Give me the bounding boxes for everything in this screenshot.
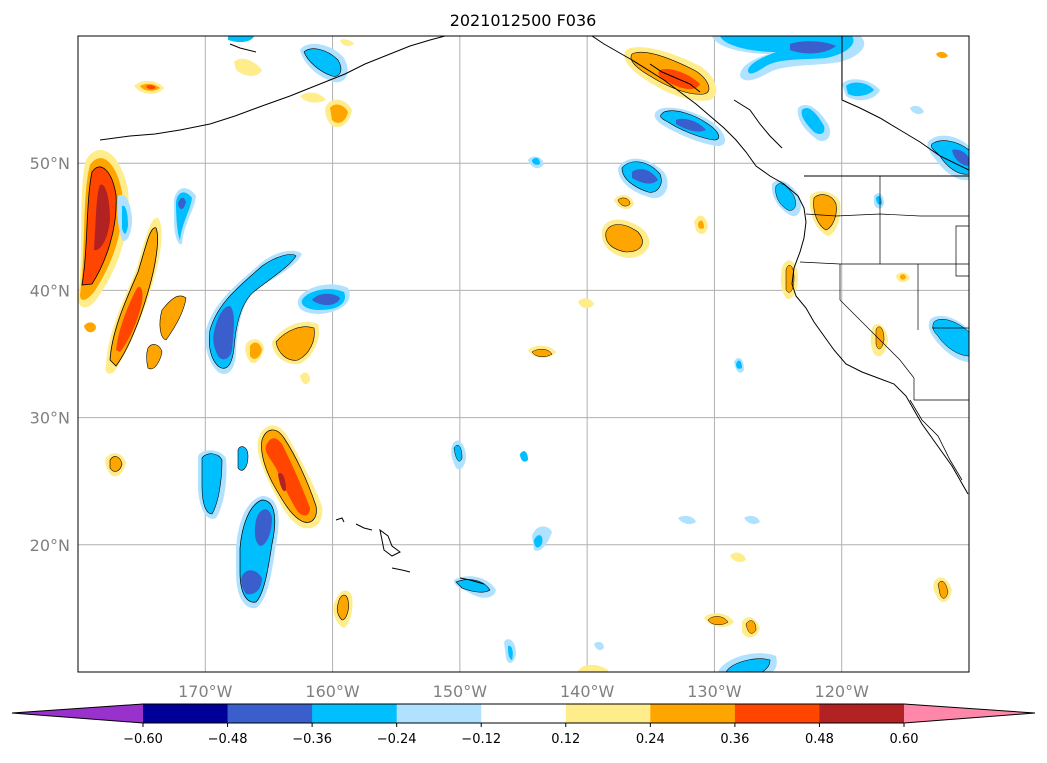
negative-anomaly-region bbox=[594, 641, 604, 651]
figure-title: 2021012500 F036 bbox=[450, 11, 597, 30]
colorbar-tick-label: 0.12 bbox=[551, 732, 580, 747]
colorbar-tick-label: −0.24 bbox=[377, 732, 417, 747]
negative-anomaly-region bbox=[297, 284, 350, 314]
colorbar-bin bbox=[650, 704, 736, 723]
negative-anomaly-region bbox=[534, 535, 543, 548]
negative-anomaly-region bbox=[508, 645, 513, 660]
positive-anomaly-region bbox=[745, 620, 757, 634]
colorbar-tick-label: 0.48 bbox=[805, 732, 834, 747]
colorbar-bins bbox=[143, 704, 905, 723]
longitude-label: 170°W bbox=[178, 682, 233, 701]
positive-anomaly-region bbox=[257, 425, 323, 529]
longitude-label: 120°W bbox=[815, 682, 870, 701]
negative-anomaly-region bbox=[520, 451, 528, 462]
positive-anomaly-region bbox=[624, 47, 952, 603]
positive-anomaly-region bbox=[601, 195, 708, 258]
positive-anomaly-region bbox=[78, 150, 129, 308]
coastlines bbox=[99, 36, 969, 585]
positive-anomaly-region bbox=[578, 298, 594, 309]
colorbar-bin bbox=[819, 704, 905, 723]
longitude-label: 140°W bbox=[560, 682, 615, 701]
colorbar-bin bbox=[481, 704, 567, 723]
longitude-label: 150°W bbox=[433, 682, 488, 701]
colorbar-bin bbox=[396, 704, 482, 723]
positive-anomaly-region bbox=[707, 616, 729, 625]
map-panel bbox=[78, 36, 969, 672]
latitude-label: 20°N bbox=[30, 536, 70, 555]
positive-anomaly-region bbox=[578, 664, 608, 672]
positive-anomaly-region bbox=[105, 217, 162, 374]
negative-anomaly-region bbox=[178, 197, 186, 210]
positive-anomaly-region bbox=[730, 552, 746, 563]
positive-anomaly-region bbox=[336, 594, 349, 621]
colorbar-ticks: −0.60 −0.48 −0.36 −0.24 −0.12 0.12 0.24 0.36 0.4… bbox=[123, 723, 918, 747]
latitude-labels: 50°N 40°N 30°N 20°N bbox=[30, 154, 70, 555]
positive-anomaly-region bbox=[146, 344, 163, 370]
negative-anomaly-region bbox=[453, 445, 463, 462]
negative-anomaly-region bbox=[198, 446, 279, 609]
colorbar-tick-label: −0.48 bbox=[208, 732, 248, 747]
colorbar-tick-label: −0.36 bbox=[292, 732, 332, 747]
colorbar-under-triangle bbox=[12, 704, 143, 723]
negative-anomaly-region bbox=[122, 205, 128, 234]
positive-anomaly-region bbox=[146, 84, 156, 90]
colorbar-bin bbox=[565, 704, 651, 723]
negative-anomaly-region bbox=[744, 515, 760, 525]
positive-anomaly-region bbox=[234, 39, 354, 128]
negative-anomaly-region bbox=[654, 36, 969, 362]
colorbar-tick-label: 0.60 bbox=[890, 732, 919, 747]
colorbar-bin bbox=[312, 704, 398, 723]
negative-anomaly-region bbox=[618, 158, 668, 199]
longitude-label: 130°W bbox=[687, 682, 742, 701]
negative-anomaly-region bbox=[205, 250, 302, 374]
colorbar-tick-label: −0.12 bbox=[461, 732, 501, 747]
negative-anomaly-region bbox=[228, 36, 348, 83]
colorbar-tick-label: 0.24 bbox=[636, 732, 665, 747]
negative-anomaly-region bbox=[532, 157, 540, 165]
positive-anomaly-region bbox=[531, 349, 553, 357]
colorbar-tick-label: 0.36 bbox=[720, 732, 749, 747]
colorbar: −0.60 −0.48 −0.36 −0.24 −0.12 0.12 0.24 0.36 0.4… bbox=[11, 703, 1036, 747]
latitude-label: 30°N bbox=[30, 409, 70, 428]
longitude-labels: 170°W 160°W 150°W 140°W 130°W 120°W bbox=[178, 682, 869, 701]
negative-anomaly-region bbox=[725, 658, 771, 672]
latitude-label: 40°N bbox=[30, 281, 70, 300]
map-frame bbox=[77, 35, 970, 673]
anomaly-contours bbox=[78, 36, 969, 672]
longitude-label: 160°W bbox=[305, 682, 360, 701]
colorbar-over-triangle bbox=[904, 704, 1035, 723]
colorbar-bin bbox=[227, 704, 313, 723]
colorbar-tick-label: −0.60 bbox=[123, 732, 163, 747]
positive-anomaly-region bbox=[159, 295, 187, 341]
latitude-label: 50°N bbox=[30, 154, 70, 173]
positive-anomaly-region bbox=[105, 322, 320, 477]
colorbar-bin bbox=[143, 704, 229, 723]
colorbar-bin bbox=[734, 704, 820, 723]
negative-anomaly-region bbox=[736, 360, 742, 369]
negative-anomaly-region bbox=[678, 515, 696, 525]
positive-anomaly-region bbox=[84, 322, 96, 333]
